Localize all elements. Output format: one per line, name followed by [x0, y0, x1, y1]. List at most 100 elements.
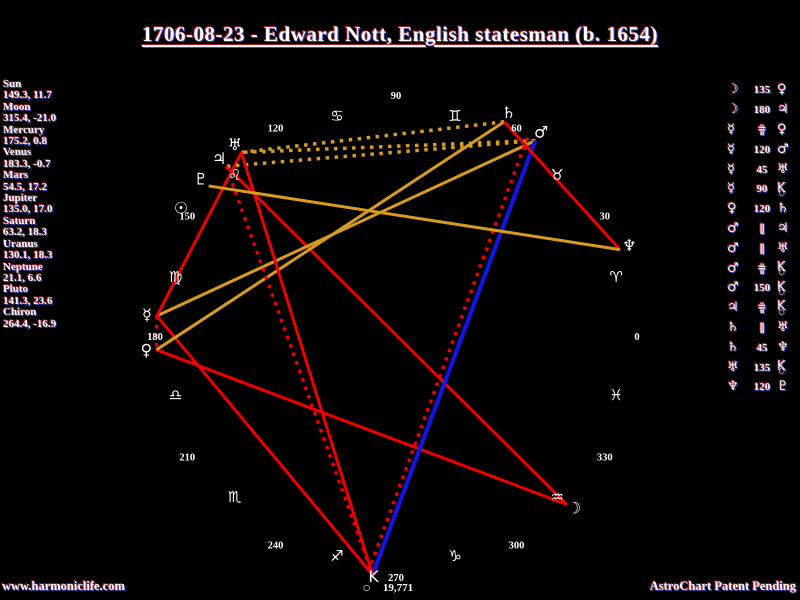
aspect-line-uranus-chiron: [239, 151, 375, 576]
planet-name: Jupiter: [3, 192, 38, 205]
aspect-line-moon-venus: [155, 348, 568, 506]
degree-label-180: 180: [147, 332, 163, 343]
aspect-row: ♆ 120 ♇: [727, 377, 799, 397]
sign-leo-glyph: ♌: [228, 166, 241, 184]
planet-glyph-mars: ♂: [727, 240, 739, 256]
aspect-row: ♂ ∥ ♃: [727, 219, 799, 239]
aspect-line-mars-chiron: [370, 139, 538, 576]
aspect-row: ♀ 120 ♄: [727, 199, 799, 219]
planet-glyph-uranus: ♅: [777, 240, 789, 256]
planet-mars-glyph: ♂: [534, 122, 548, 141]
contraparallel-symbol: ∥: [757, 122, 765, 136]
aspect-line-mars-jupiter: [226, 138, 536, 169]
planet-name: Neptune: [3, 260, 43, 273]
planet-sun-glyph: ☉: [174, 198, 188, 217]
planet-saturn-glyph: ♄: [502, 103, 516, 122]
degree-label-120: 120: [268, 123, 284, 134]
planet-name: Mercury: [3, 123, 45, 136]
planet-glyph-mercury: ☿: [727, 161, 735, 177]
aspect-line-mercury-uranus: [155, 151, 243, 317]
planet-glyph-chiron: K○: [777, 259, 786, 277]
parallel-symbol: ∥: [759, 320, 765, 334]
aspect-line-neptune-pluto: [208, 184, 621, 252]
chart-title: 1706-08-23 - Edward Nott, English states…: [142, 22, 658, 46]
planet-glyph-chiron: K○: [777, 180, 786, 198]
planet-name: Uranus: [3, 237, 38, 250]
website-text: www.harmoniclife.com: [2, 579, 125, 593]
planet-moon-glyph: ☽: [567, 499, 581, 518]
aspect-line-moon-jupiter: [225, 165, 568, 506]
planet-pluto-glyph: ♇: [194, 170, 208, 189]
planet-glyph-mercury: ☿: [727, 121, 735, 137]
parallel-symbol: ∥: [759, 221, 765, 235]
planet-glyph-mars: ♂: [727, 260, 739, 276]
planet-glyph-jupiter: ♃: [777, 102, 789, 118]
chiron-ring-glyph: ○: [363, 583, 370, 592]
aspect-line-mercury-mars: [156, 139, 536, 318]
planet-name: Saturn: [3, 214, 36, 227]
degree-label-240: 240: [268, 541, 284, 552]
aspect-line-mars-uranus: [241, 138, 536, 155]
aspect-angle: 120: [753, 143, 771, 156]
planet-glyph-moon: ☽: [727, 102, 739, 118]
aspect-angle: 135: [753, 84, 771, 97]
planet-name: Sun: [3, 78, 22, 90]
planet-uranus-glyph: ♅: [228, 135, 242, 154]
degree-label-90: 90: [391, 91, 402, 102]
planet-glyph-mercury: ☿: [727, 181, 735, 197]
aspect-row: ♅ 135 K○: [727, 357, 799, 377]
aspect-line-jupiter-chiron: [224, 165, 375, 576]
planet-glyph-saturn: ♄: [727, 339, 739, 355]
planet-glyph-uranus: ♅: [777, 161, 789, 177]
degree-label-300: 300: [509, 541, 525, 552]
degree-label-330: 330: [597, 453, 613, 464]
planet-glyph-pluto: ♇: [777, 379, 789, 395]
aspect-row: ☿ 45 ♅: [727, 159, 799, 179]
aspect-angle: 120: [753, 381, 771, 394]
planet-glyph-venus: ♀: [727, 201, 737, 217]
aspect-angle: 135: [753, 361, 771, 374]
aspect-angle: 45: [756, 341, 768, 354]
planet-glyph-jupiter: ♃: [727, 300, 739, 316]
planet-glyph-mars: ♂: [727, 220, 739, 236]
aspect-angle: 45: [756, 163, 768, 176]
planet-name: Moon: [3, 100, 31, 113]
planet-glyph-uranus: ♅: [727, 359, 739, 375]
planet-glyph-neptune: ♆: [727, 379, 739, 395]
sign-virgo-glyph: ♍: [169, 268, 182, 286]
contraparallel-symbol: ∥: [757, 300, 765, 314]
contraparallel-symbol: ∥: [757, 261, 765, 275]
planet-neptune-glyph: ♆: [622, 236, 636, 255]
aspect-line-mars-chiron: [365, 137, 530, 575]
aspect-row: ♄ ∥ ♅: [727, 318, 799, 338]
planet-chiron-glyph: K: [368, 567, 379, 586]
sign-taurus-glyph: ♉: [550, 166, 563, 184]
degree-label-60: 60: [511, 123, 522, 134]
planet-values: 183.3, -0.7: [3, 157, 51, 170]
planet-glyph-mars: ♂: [777, 141, 789, 157]
planet-values: 315.4, -21.0: [3, 112, 57, 125]
degree-label-0: 0: [634, 332, 639, 343]
aspect-angle: 90: [756, 183, 768, 196]
sign-aquarius-glyph: ♒: [550, 488, 563, 506]
planet-values: 54.5, 17.2: [3, 180, 47, 193]
planet-glyph-mars: ♂: [727, 280, 739, 296]
aspect-angle: 150: [753, 282, 771, 295]
aspect-row: ♂ ∥ K○: [727, 258, 799, 278]
aspect-row: ☽ 180 ♃: [727, 100, 799, 120]
planet-values: 130.1, 18.3: [3, 249, 53, 262]
planet-glyph-saturn: ♄: [777, 201, 789, 217]
planet-glyph-saturn: ♄: [727, 319, 739, 335]
parallel-symbol: ∥: [759, 241, 765, 255]
planet-positions-panel: Sun 149.3, 11.7 Moon 315.4, -21.0 Mercury 175…: [3, 78, 98, 330]
aspect-angle: 180: [753, 104, 771, 117]
planet-jupiter-glyph: ♃: [212, 149, 226, 168]
planet-venus-glyph: ♀: [141, 340, 153, 359]
degree-label-270: 270: [388, 573, 404, 584]
sign-cancer-glyph: ♋: [330, 107, 343, 125]
aspect-row: ♂ ∥ ♅: [727, 238, 799, 258]
aspect-row: ☽ 135 ♀: [727, 80, 799, 100]
bottom-annotation: 19,771: [383, 582, 413, 594]
